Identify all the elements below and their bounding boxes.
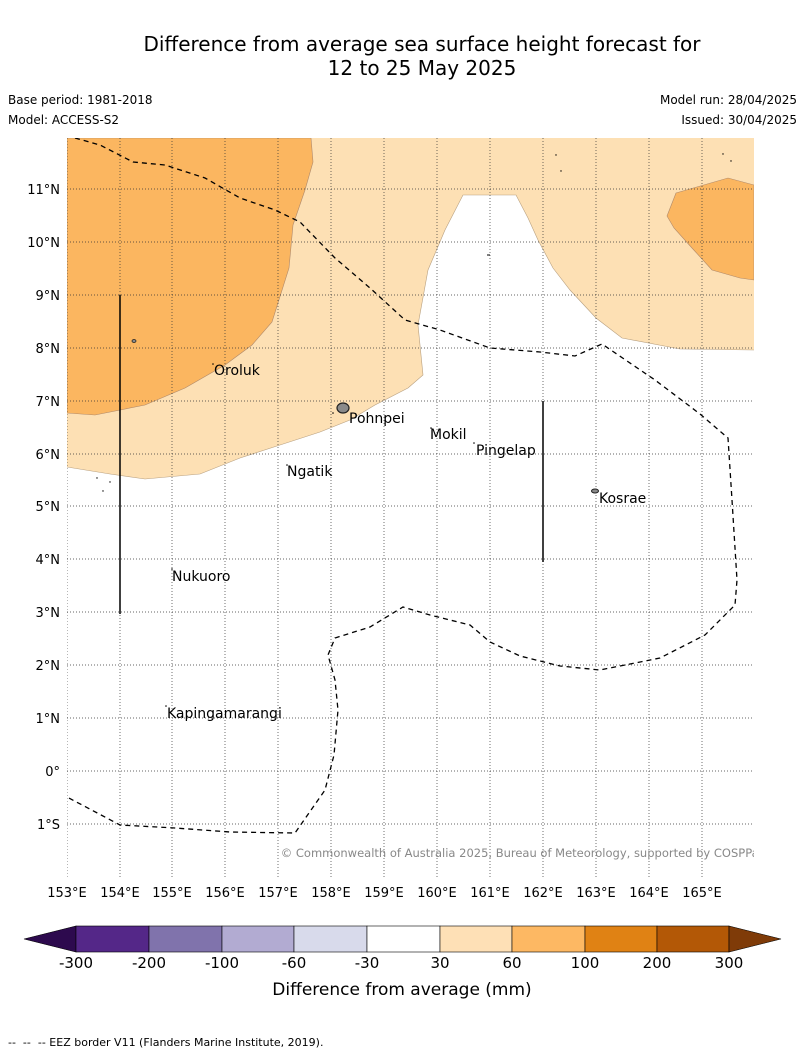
ngatik-islet-icon bbox=[286, 464, 288, 466]
lat-label: 8°N bbox=[36, 342, 61, 357]
lon-label: 157°E bbox=[258, 886, 298, 901]
place-label-nukuoro: Nukuoro bbox=[172, 569, 230, 585]
lon-axis-labels: 153°E 154°E 155°E 156°E 157°E 158°E 159°… bbox=[47, 886, 722, 901]
lon-label: 163°E bbox=[576, 886, 616, 901]
islet-icon bbox=[96, 477, 98, 479]
lon-label: 164°E bbox=[629, 886, 669, 901]
islet-icon bbox=[131, 339, 137, 343]
lat-axis-labels: 11°N 10°N 9°N 8°N 7°N 6°N 5°N 4°N 3°N 2°… bbox=[27, 183, 60, 833]
place-label-ngatik: Ngatik bbox=[287, 464, 333, 480]
islet-icon bbox=[102, 490, 104, 492]
kapingamarangi-islet-icon bbox=[165, 705, 167, 707]
colorbar-segment bbox=[366, 925, 441, 953]
colorbar-tick-label: -60 bbox=[282, 954, 307, 972]
place-label-kosrae: Kosrae bbox=[599, 491, 646, 507]
colorbar-segment bbox=[75, 925, 150, 953]
islet-icon bbox=[722, 153, 724, 155]
title-line-1: Difference from average sea surface heig… bbox=[143, 32, 701, 56]
islet-icon bbox=[560, 170, 562, 172]
lat-label: 7°N bbox=[36, 395, 61, 410]
colorbar-tick-label: -100 bbox=[205, 954, 239, 972]
islet-icon bbox=[332, 412, 334, 414]
islet-icon bbox=[730, 160, 732, 162]
title-line-2: 12 to 25 May 2025 bbox=[327, 56, 517, 80]
colorbar-tick-label: 100 bbox=[571, 954, 600, 972]
islet-icon bbox=[109, 481, 111, 483]
lon-label: 154°E bbox=[100, 886, 140, 901]
lat-label: 6°N bbox=[36, 448, 61, 463]
lat-label: 10°N bbox=[27, 236, 60, 251]
place-label-pingelap: Pingelap bbox=[476, 443, 536, 459]
model-run: Model run: 28/04/2025 bbox=[659, 93, 797, 107]
colorbar-tick-label: 200 bbox=[643, 954, 672, 972]
pohnpei-island-icon bbox=[336, 402, 350, 414]
colorbar-tick-label: 300 bbox=[715, 954, 744, 972]
colorbar-tick-label: -200 bbox=[132, 954, 166, 972]
colorbar-segment bbox=[584, 925, 658, 953]
colorbar-segment bbox=[293, 925, 368, 953]
anomaly-area-60-100-west bbox=[67, 138, 314, 416]
lon-label: 161°E bbox=[470, 886, 510, 901]
colorbar-segment bbox=[656, 925, 730, 953]
lon-label: 160°E bbox=[417, 886, 457, 901]
lon-label: 155°E bbox=[152, 886, 192, 901]
kosrae-island-icon bbox=[591, 488, 599, 494]
colorbar-min-arrow bbox=[23, 925, 77, 953]
lat-label: 3°N bbox=[36, 606, 61, 621]
lat-label: 0° bbox=[45, 765, 60, 780]
colorbar-segment bbox=[439, 925, 513, 953]
oroluk-islet-icon bbox=[212, 363, 214, 365]
colorbar: -300 -200 -100 -60 -30 30 60 100 200 300… bbox=[23, 925, 782, 1000]
place-label-kapingamarangi: Kapingamarangi bbox=[167, 706, 282, 722]
lon-label: 156°E bbox=[205, 886, 245, 901]
place-label-mokil: Mokil bbox=[430, 427, 467, 443]
lat-label: 9°N bbox=[36, 289, 61, 304]
place-label-oroluk: Oroluk bbox=[214, 363, 261, 379]
islet-icon bbox=[555, 154, 557, 156]
chart-title: Difference from average sea surface heig… bbox=[0, 32, 804, 80]
contour-line-west bbox=[67, 194, 490, 480]
model-name: Model: ACCESS-S2 bbox=[8, 113, 120, 127]
colorbar-tick-label: -300 bbox=[59, 954, 93, 972]
lon-label: 162°E bbox=[523, 886, 563, 901]
lat-gridlines bbox=[67, 188, 754, 825]
colorbar-tick-label: 30 bbox=[430, 954, 449, 972]
lat-label: 2°N bbox=[36, 659, 61, 674]
lat-label: 5°N bbox=[36, 500, 61, 515]
nukuoro-islet-icon bbox=[171, 568, 173, 570]
colorbar-tick-label: -30 bbox=[355, 954, 380, 972]
lon-label: 165°E bbox=[682, 886, 722, 901]
colorbar-title: Difference from average (mm) bbox=[272, 980, 531, 1000]
colorbar-tick-labels: -300 -200 -100 -60 -30 30 60 100 200 300 bbox=[59, 954, 743, 972]
pingelap-islet-icon bbox=[473, 442, 475, 444]
base-period: Base period: 1981-2018 bbox=[8, 93, 153, 107]
lon-label: 159°E bbox=[364, 886, 404, 901]
lat-label: 1°S bbox=[37, 818, 60, 833]
eez-legend-note: -- -- -- EEZ border V11 (Flanders Marine… bbox=[8, 1036, 324, 1049]
colorbar-segment bbox=[148, 925, 223, 953]
mokil-islet-icon bbox=[430, 427, 432, 429]
issued-date: Issued: 30/04/2025 bbox=[681, 113, 797, 127]
contour-line-east bbox=[490, 194, 754, 351]
lat-label: 4°N bbox=[36, 553, 61, 568]
colorbar-segment bbox=[511, 925, 586, 953]
lat-label: 11°N bbox=[27, 183, 60, 198]
colorbar-tick-label: 60 bbox=[502, 954, 521, 972]
map-area: Oroluk Pohnpei Mokil Pingelap Ngatik Kos… bbox=[67, 138, 765, 878]
colorbar-segment bbox=[221, 925, 295, 953]
islands bbox=[96, 153, 732, 707]
copyright-notice: © Commonwealth of Australia 2025, Bureau… bbox=[281, 846, 765, 860]
colorbar-max-arrow bbox=[728, 925, 782, 953]
place-labels: Oroluk Pohnpei Mokil Pingelap Ngatik Kos… bbox=[167, 363, 646, 722]
lon-label: 158°E bbox=[311, 886, 351, 901]
anomaly-area-60-100-east bbox=[666, 177, 754, 281]
lat-label: 1°N bbox=[36, 712, 61, 727]
place-label-pohnpei: Pohnpei bbox=[349, 411, 405, 427]
lon-label: 153°E bbox=[47, 886, 87, 901]
